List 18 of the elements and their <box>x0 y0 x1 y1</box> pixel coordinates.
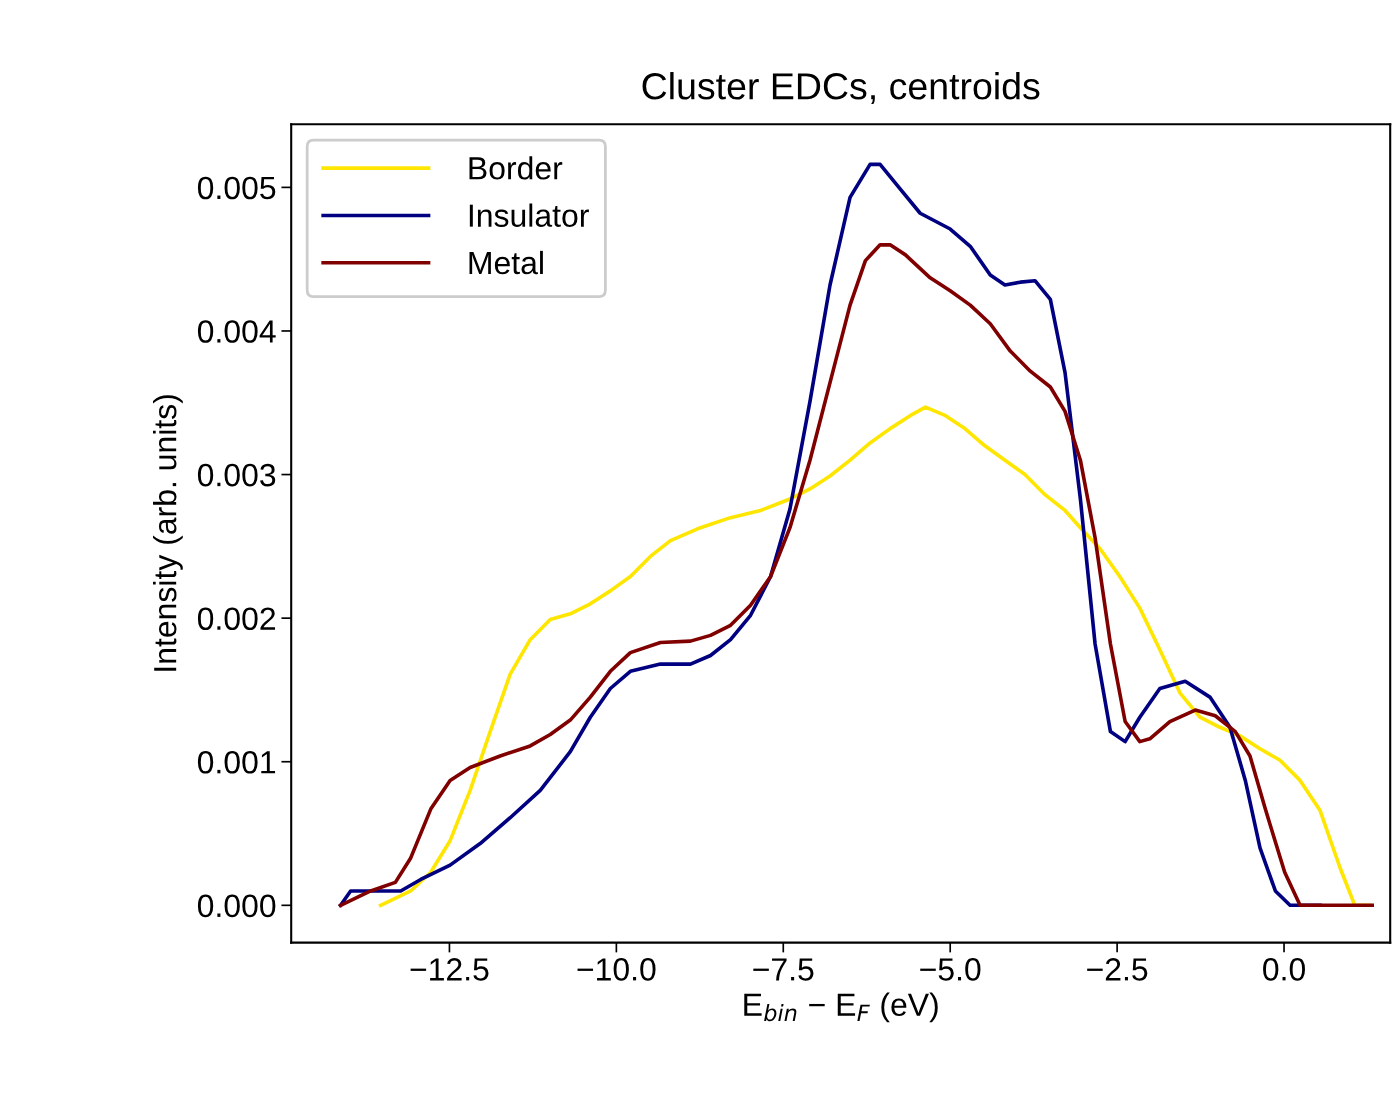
x-tick-label: −5.0 <box>920 958 981 981</box>
x-tick-label: −2.5 <box>1087 958 1148 981</box>
x-tick-label: −7.5 <box>753 958 814 981</box>
y-tick-label: 0.002 <box>197 607 276 631</box>
x-tick-label: −12.5 <box>410 958 489 981</box>
y-axis-title: Intensity (arb. units) <box>153 395 183 671</box>
y-tick-label: 0.003 <box>197 463 276 487</box>
x-tick-label: −10.0 <box>577 958 656 981</box>
legend-label: Border <box>469 156 563 180</box>
legend-label: Metal <box>469 250 543 275</box>
y-tick-label: 0.001 <box>197 751 276 774</box>
chart-title: Cluster EDCs, centroids <box>642 72 1040 105</box>
y-tick-label: 0.004 <box>197 320 276 343</box>
y-tick-label: 0.000 <box>197 894 276 918</box>
x-tick-label: 0.0 <box>1263 958 1305 981</box>
y-tick-label: 0.005 <box>197 176 276 200</box>
x-axis-title: E$_{bin}$ − E$_{F}$ (eV) <box>744 992 938 1023</box>
legend-label: Insulator <box>469 203 589 227</box>
